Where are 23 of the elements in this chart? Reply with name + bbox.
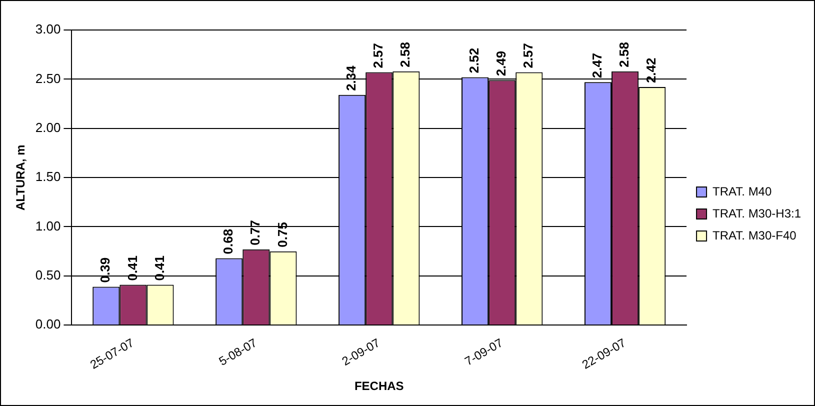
data-label: 2.57 [520, 42, 536, 68]
legend-label: TRAT. M30-F40 [712, 228, 797, 242]
data-label: 0.39 [98, 257, 113, 283]
data-label: 2.57 [370, 42, 386, 68]
data-label: 2.52 [466, 48, 482, 74]
data-label: 2.49 [494, 50, 509, 76]
data-label: 0.77 [248, 220, 263, 246]
x-axis-title: FECHAS [354, 379, 404, 394]
legend-label: TRAT. M30-H3:1 [712, 206, 802, 220]
y-tick-label: 3.00 [35, 22, 61, 37]
y-tick-label: 2.50 [35, 70, 61, 86]
data-label: 2.34 [344, 64, 359, 91]
y-tick-label: 0.00 [35, 316, 61, 332]
data-label: 2.58 [616, 42, 632, 68]
legend-label: TRAT. M40 [712, 184, 772, 198]
y-tick-label: 0.50 [35, 268, 61, 283]
y-tick-label: 2.00 [35, 120, 61, 135]
y-axis-title: ALTURA, m [14, 144, 28, 210]
data-label: 2.47 [590, 52, 605, 78]
data-label: 0.68 [220, 228, 236, 254]
y-tick-label: 1.50 [35, 169, 61, 184]
data-label: 2.58 [398, 42, 413, 68]
y-tick-label: 1.00 [35, 218, 61, 234]
